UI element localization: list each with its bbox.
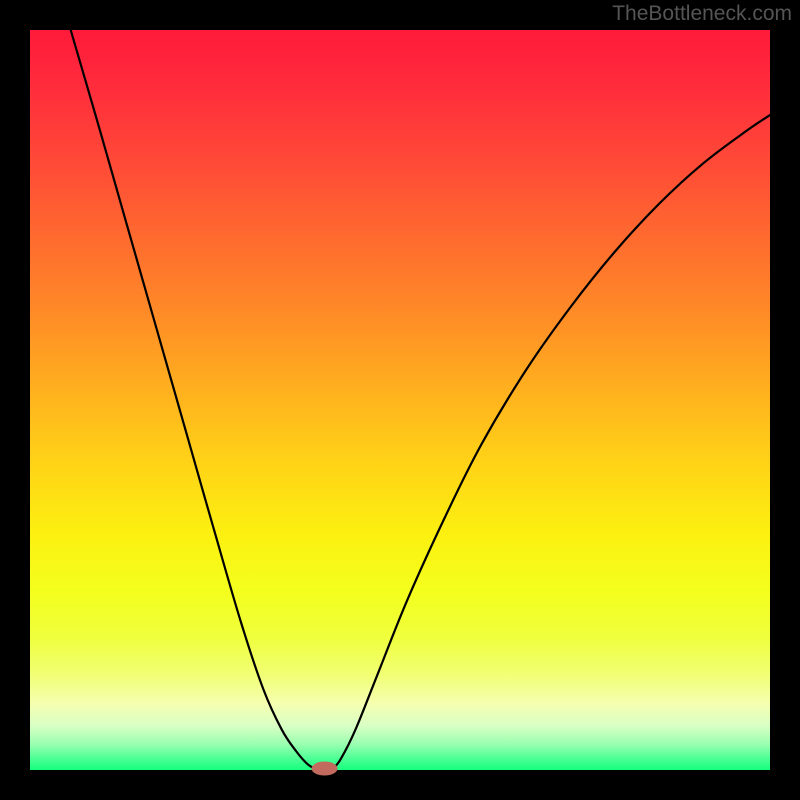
watermark-text: TheBottleneck.com	[612, 2, 792, 26]
bottleneck-curve-chart	[0, 0, 800, 800]
chart-frame: TheBottleneck.com	[0, 0, 800, 800]
optimal-point-marker	[312, 762, 338, 776]
plot-background-gradient	[30, 30, 770, 770]
